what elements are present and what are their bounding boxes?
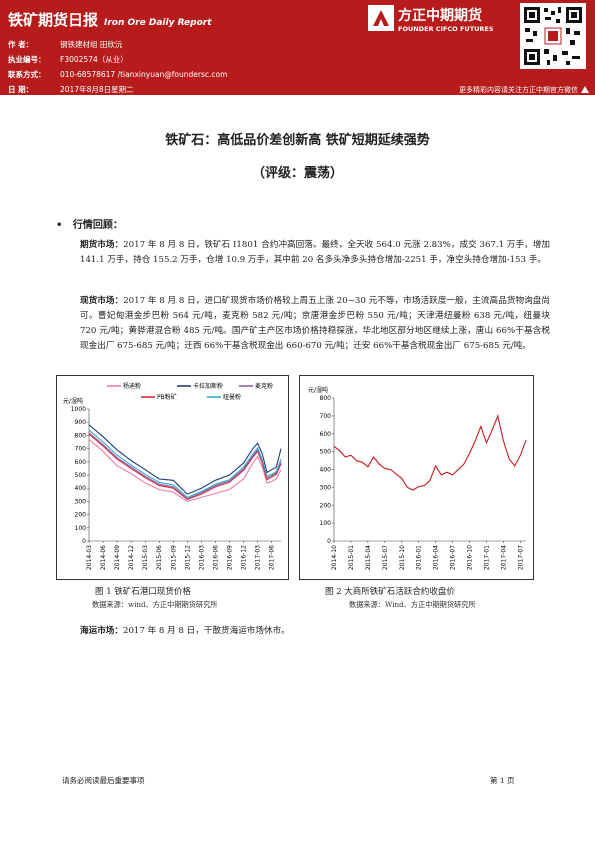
legend-label-3: 麦克粉 [255,382,273,390]
x-tick-label: 2015-06 [156,545,163,570]
x-tick-label: 2015-12 [184,545,191,570]
y-tick-label: 400 [320,467,332,474]
legend-label-1: 杨迪粉 [123,382,141,390]
x-tick-label: 2017-06 [269,545,276,570]
y-tick-label: 600 [320,431,332,438]
y-tick-label: 800 [320,395,332,402]
y-tick-label: 100 [320,520,332,527]
article-title: 铁矿石：高低品价差创新高 铁矿短期延续强势 [165,133,430,148]
x-tick-label: 2014-10 [331,545,338,570]
y-tick-label: 500 [320,449,332,456]
y-tick-label: 900 [75,419,87,426]
figure-2-caption: 图 2 大商所铁矿石活跃合约收盘价 [325,587,455,597]
x-tick-label: 2016-09 [226,545,233,570]
x-tick-label: 2016-01 [416,545,423,570]
legend-label-2: 卡拉加斯粉 [193,382,223,390]
x-tick-label: 2015-04 [365,545,372,570]
y-unit-label: 元/湿吨 [308,386,328,394]
y-tick-label: 100 [75,525,87,532]
figure-1-caption: 图 1 铁矿石港口现货价格 [95,587,191,597]
bullet-icon: • [56,220,63,231]
figure-2: 元/湿吨 0 100 200 300 400 500 600 700 800 2014-10 2015… [299,375,534,580]
report-header: 铁矿期货日报 Iron Ore Daily Report 作 者： 钢铁建材组 田欣… [0,0,595,95]
y-tick-label: 200 [75,512,87,519]
section-heading: • 行情回顾： [56,220,123,231]
x-tick-label: 2016-06 [212,545,219,570]
x-tick-label: 2017-03 [255,545,262,570]
x-tick-label: 2014-03 [86,545,93,570]
x-tick-label: 2016-12 [241,545,248,570]
figure-1-source: 数据来源：wind、方正中期期货研究所 [92,600,218,609]
x-tick-label: 2016-03 [198,545,205,570]
x-tick-label: 2016-07 [450,545,457,570]
report-title: 铁矿期货日报 Iron Ore Daily Report [8,11,212,29]
x-tick-label: 2014-09 [114,545,121,570]
y-tick-label: 700 [75,446,87,453]
legend-label-5: 纽曼粉 [223,393,241,401]
rating: （评级：震荡） [251,166,343,181]
x-tick-label: 2015-09 [170,545,177,570]
x-tick-label: 2015-03 [142,545,149,570]
x-tick-label: 2017-07 [517,545,524,570]
logo-mark-icon [368,5,394,31]
futures-paragraph: 期货市场：2017 年 8 月 8 日，铁矿石 I1801 合约冲高回落。最终，… [80,240,550,265]
spot-paragraph: 现货市场：2017 年 8 月 8 日，进口矿现货市场价格较上周五上涨 20~3… [80,296,550,351]
up-arrow-icon [581,86,589,93]
y-tick-label: 700 [320,413,332,420]
y-tick-label: 500 [75,472,87,479]
x-tick-label: 2014-12 [128,545,135,570]
license-line: 执业编号： F3002574（从业） [8,55,128,64]
footer-disclaimer: 请务必阅读最后重要事项 [62,776,145,785]
x-tick-label: 2016-10 [467,545,474,570]
y-tick-label: 0 [82,538,86,545]
date-line: 日 期： 2017年8月8日星期二 [8,85,134,94]
contact-line: 联系方式： 010-68578617 /tianxinyuan@foundersc… [8,70,228,79]
series-line-5 [88,429,282,499]
y-tick-label: 800 [75,432,87,439]
page-number: 第 1 页 [490,776,515,785]
chart-2: 元/湿吨 0 100 200 300 400 500 600 700 800 2014-10 2015… [308,386,527,570]
author-line: 作 者： 钢铁建材组 田欣沅 [8,40,123,49]
figure-1: 元/湿吨 0 100 200 300 400 500 600 700 800 900 1000 2014… [56,375,289,580]
wechat-notice[interactable]: 更多精彩内容请关注方正中期官方微信 [459,85,589,95]
series-line-4 [88,433,282,501]
legend-label-4: PB粉矿 [157,393,177,401]
x-tick-label: 2015-10 [399,545,406,570]
y-tick-label: 200 [320,502,332,509]
figure-2-source: 数据来源：Wind、方正中期期货研究所 [349,600,476,609]
y-tick-label: 300 [320,484,332,491]
x-tick-label: 2014-06 [100,545,107,570]
x-tick-label: 2017-04 [500,545,507,570]
y-unit-label: 元/湿吨 [63,397,83,405]
x-tick-label: 2017-01 [483,545,490,570]
x-tick-label: 2015-01 [348,545,355,570]
y-tick-label: 400 [75,485,87,492]
y-tick-label: 1000 [71,406,86,413]
x-tick-label: 2016-04 [433,545,440,570]
x-tick-label: 2015-07 [382,545,389,570]
series-line-1 [333,414,527,491]
y-tick-label: 300 [75,498,87,505]
chart-1: 元/湿吨 0 100 200 300 400 500 600 700 800 900 1000 2014… [63,382,282,570]
series-line-1 [88,438,282,502]
qr-code-icon [520,3,586,69]
y-tick-label: 0 [327,538,331,545]
company-logo: 方正中期期货 FOUNDER CIFCO FUTURES [368,4,518,36]
shipping-paragraph: 海运市场：2017 年 8 月 8 日，干散货海运市场休市。 [80,626,290,636]
y-tick-label: 600 [75,459,87,466]
series-line-2 [88,424,282,495]
